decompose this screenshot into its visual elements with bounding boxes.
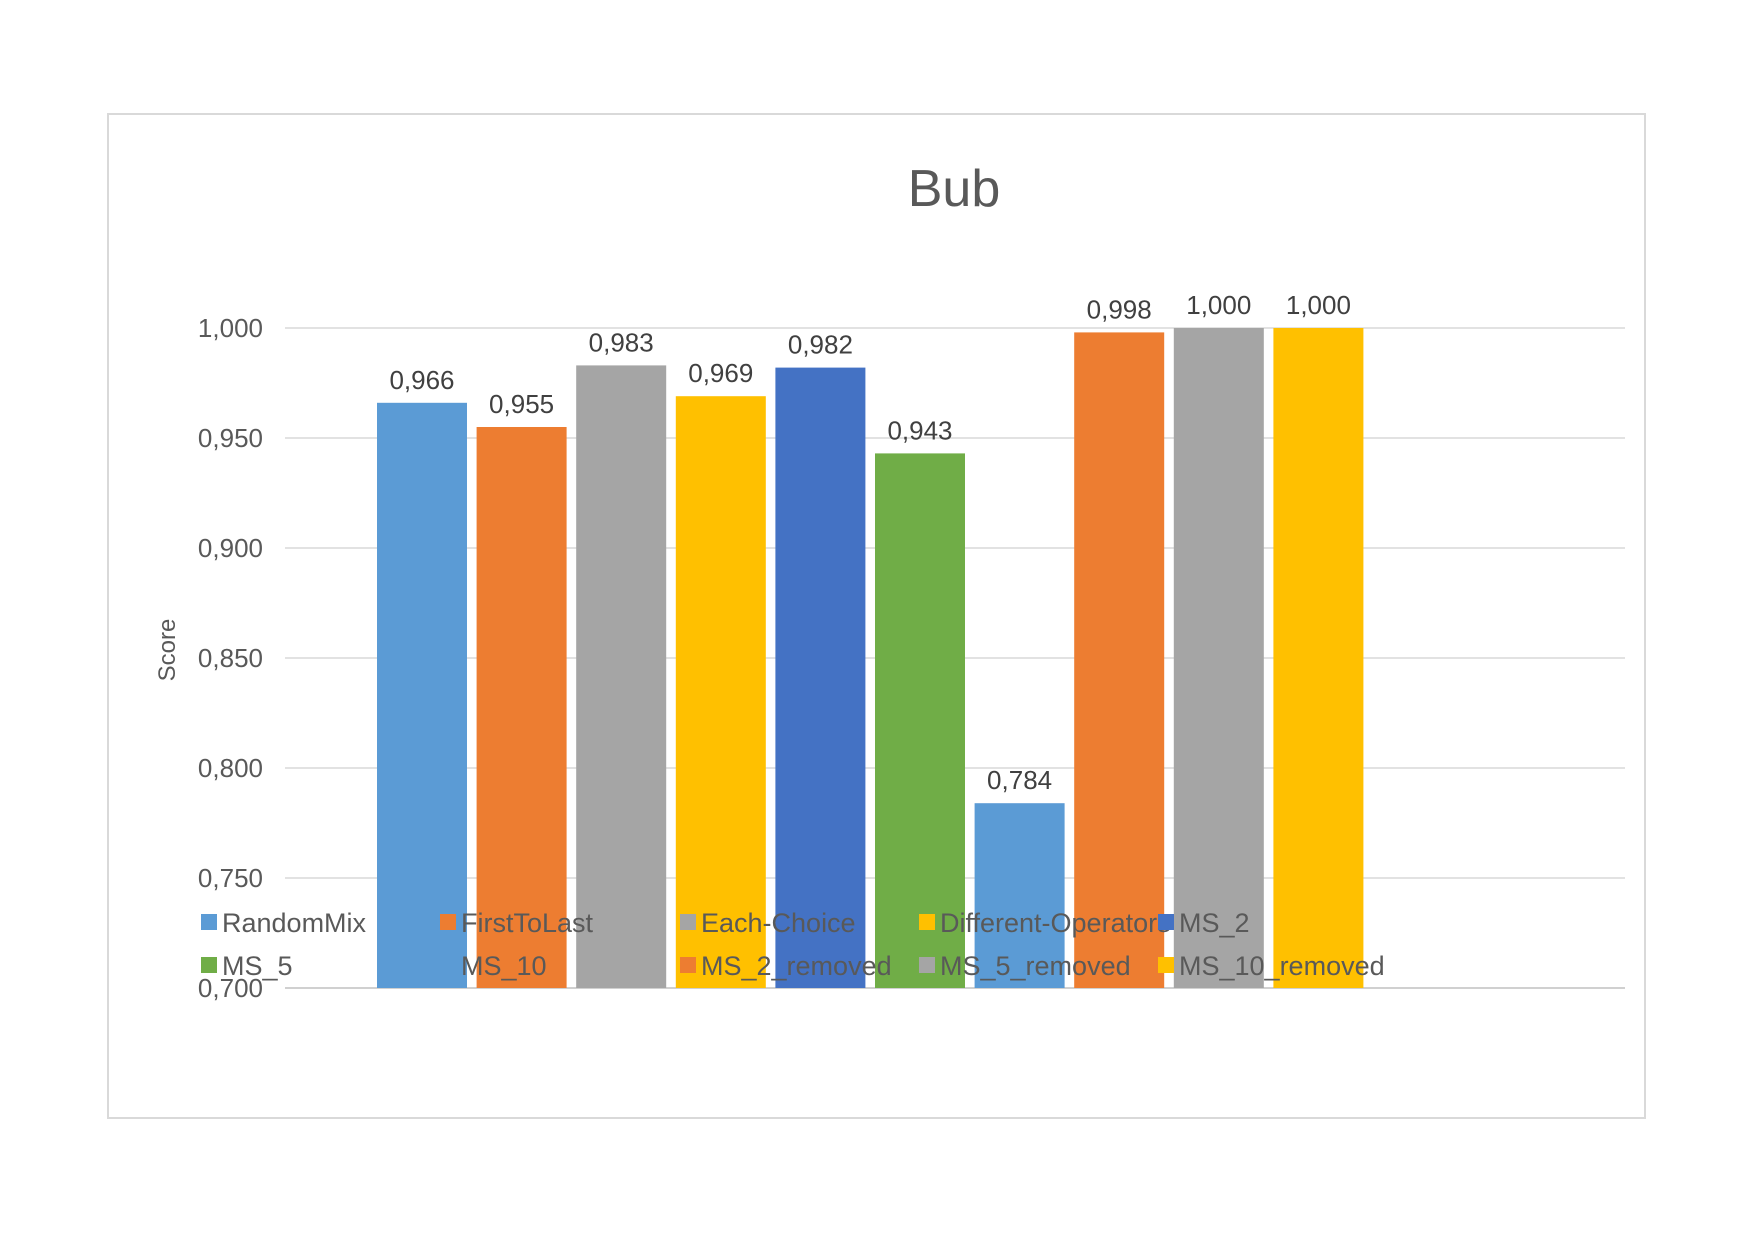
y-tick-label: 1,000 (198, 313, 263, 343)
legend-label: RandomMix (222, 908, 367, 938)
legend-swatch (1158, 957, 1174, 973)
data-label: 0,982 (788, 330, 853, 360)
legend-label: FirstToLast (461, 908, 594, 938)
bar-ms-10 (974, 803, 1065, 988)
data-label: 0,983 (589, 327, 654, 357)
y-axis-title: Score (154, 619, 181, 682)
legend-swatch (440, 914, 456, 930)
bar-each-choice (576, 365, 667, 988)
bar-ms-2-removed (1074, 332, 1165, 988)
y-tick-label: 0,750 (198, 863, 263, 893)
y-tick-label: 0,950 (198, 423, 263, 453)
data-label: 0,784 (987, 765, 1052, 795)
bar-ms-2 (775, 367, 866, 989)
data-label: 1,000 (1286, 290, 1351, 320)
legend-label: MS_10 (461, 951, 547, 981)
chart-frame: Bub Score 0,700 0,750 0,800 0,850 0,900 0,950… (107, 113, 1646, 1119)
chart-title: Bub (908, 160, 1001, 218)
bar-ms-5-removed (1173, 328, 1264, 988)
legend: RandomMix FirstToLast Each-Choice Different… (201, 908, 1385, 981)
data-label: 0,998 (1087, 294, 1152, 324)
legend-item: MS_2 (1158, 908, 1250, 938)
legend-item: Different-Operators (919, 908, 1171, 938)
legend-label: MS_5_removed (940, 951, 1131, 981)
y-tick-label: 0,800 (198, 753, 263, 783)
legend-swatch (680, 914, 696, 930)
legend-label: MS_10_removed (1179, 951, 1385, 981)
legend-swatch (440, 957, 456, 973)
legend-swatch (201, 914, 217, 930)
legend-swatch (919, 957, 935, 973)
data-labels: 0,966 0,955 0,983 0,969 0,982 0,943 0,784 0,998… (389, 290, 1350, 795)
legend-label: Each-Choice (701, 908, 856, 938)
bar-ms-5 (875, 453, 965, 988)
legend-label: MS_5 (222, 951, 293, 981)
legend-item: MS_10 (440, 951, 547, 981)
legend-label: MS_2 (1179, 908, 1250, 938)
legend-item: MS_5 (201, 951, 293, 981)
legend-swatch (919, 914, 935, 930)
y-tick-label: 0,850 (198, 643, 263, 673)
legend-label: Different-Operators (940, 908, 1171, 938)
data-label: 0,966 (389, 365, 454, 395)
bar-different-operators (675, 396, 766, 988)
data-label: 0,955 (489, 389, 554, 419)
legend-item: MS_5_removed (919, 951, 1131, 981)
legend-item: MS_10_removed (1158, 951, 1385, 981)
bar-ms-10-removed (1273, 328, 1364, 988)
legend-label: MS_2_removed (701, 951, 892, 981)
legend-swatch (201, 957, 217, 973)
legend-swatch (680, 957, 696, 973)
legend-item: FirstToLast (440, 908, 594, 938)
data-label: 0,969 (688, 358, 753, 388)
legend-swatch (1158, 914, 1174, 930)
y-axis-ticks: 0,700 0,750 0,800 0,850 0,900 0,950 1,000 (198, 313, 263, 1003)
chart-svg: Bub Score 0,700 0,750 0,800 0,850 0,900 0,950… (154, 160, 1625, 1003)
bar-firsttolast (476, 427, 567, 988)
data-label: 0,943 (887, 415, 952, 445)
y-tick-label: 0,700 (198, 973, 263, 1003)
y-tick-label: 0,900 (198, 533, 263, 563)
bar-randommix (377, 402, 467, 988)
data-label: 1,000 (1186, 290, 1251, 320)
legend-item: MS_2_removed (680, 951, 892, 981)
legend-item: Each-Choice (680, 908, 856, 938)
legend-item: RandomMix (201, 908, 367, 938)
bars (377, 328, 1364, 989)
